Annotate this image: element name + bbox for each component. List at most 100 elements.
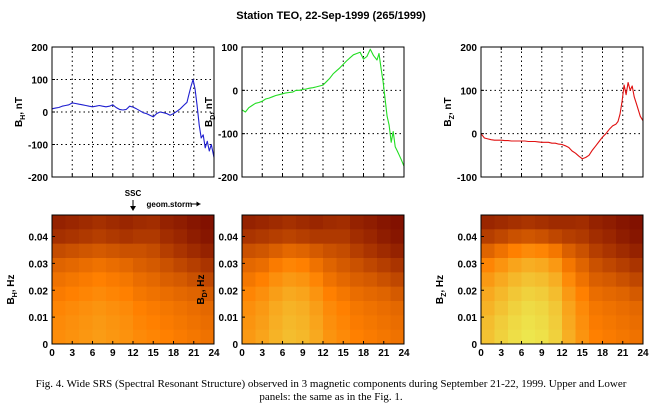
bd-spec-cell: [282, 215, 297, 230]
bz-spec-cell: [521, 301, 536, 316]
bz-spec-cell: [494, 315, 509, 331]
bh-spec-cell: [79, 315, 93, 331]
bz-spec-ytick-label: 0.03: [458, 259, 478, 270]
bz-spec-cell: [535, 329, 549, 345]
bh-spec-cell: [79, 243, 93, 259]
bh-spec-cell: [160, 258, 174, 273]
bd-spec-cell: [363, 258, 378, 273]
storm-label: geom.storm: [147, 200, 193, 209]
bz-spec-cell: [481, 243, 495, 259]
bz-spec-cell: [481, 286, 495, 302]
bz-ytick-label: -100: [457, 173, 477, 184]
bd-spec-xtick-label: 12: [317, 348, 329, 359]
bz-spec-xtick-label: 12: [556, 348, 568, 359]
bz-spec-cell: [508, 301, 522, 316]
bd-spec-cell: [377, 329, 391, 345]
bh-spec-cell: [146, 286, 161, 302]
bz-spec-cell: [494, 243, 509, 259]
bh-spec-cell: [52, 215, 66, 230]
bz-spec-cell: [562, 215, 576, 230]
bh-spec-cell: [79, 286, 93, 302]
bz-spec-cell: [521, 258, 536, 273]
bh-spec-cell: [133, 329, 147, 345]
bz-ylabel-sub: Z: [449, 114, 456, 119]
bz-spec-cell: [508, 215, 522, 230]
bz-spec-cell: [521, 229, 536, 245]
bh-spec-cell: [146, 301, 161, 316]
bd-spec-cell: [269, 229, 283, 245]
bz-spec-cell: [602, 258, 617, 273]
bd-spec-ytick-label: 0: [232, 340, 238, 351]
bz-spec-cell: [575, 286, 590, 302]
bd-spec-cell: [377, 229, 391, 245]
bh-spec-xtick-label: 21: [188, 348, 200, 359]
bh-spec-cell: [187, 315, 201, 331]
bh-spec-cell: [65, 301, 80, 316]
bh-spec-cell: [52, 301, 66, 316]
bz-spec-cell: [616, 329, 630, 345]
bh-spec-xtick-label: 6: [90, 348, 96, 359]
bz-spec-cell: [589, 272, 603, 288]
bd-spec-cell: [350, 243, 364, 259]
bd-spec-cell: [390, 301, 405, 316]
bz-spec-cell: [575, 215, 590, 230]
bh-spec-cell: [160, 215, 174, 230]
bd-spec-cell: [269, 258, 283, 273]
bz-spec-cell: [616, 286, 630, 302]
bd-spec-cell: [390, 258, 405, 273]
bz-spec-ylabel-unit: , Hz: [435, 275, 446, 293]
bz-spec-cell: [481, 229, 495, 245]
bd-spec-cell: [296, 315, 310, 331]
bd-spec-xtick-label: 24: [398, 348, 410, 359]
bz-spec-cell: [629, 329, 644, 345]
bd-spec-cell: [269, 215, 283, 230]
bz-spec-xtick-label: 21: [617, 348, 629, 359]
bh-spec-cell: [146, 243, 161, 259]
bd-spec-cell: [269, 315, 283, 331]
bd-ylabel-unit: , nT: [204, 97, 215, 115]
bd-spec-cell: [255, 229, 270, 245]
bd-spec-xtick-label: 9: [300, 348, 306, 359]
bd-spec-cell: [377, 272, 391, 288]
bh-spec-cell: [119, 229, 134, 245]
bz-spec-cell: [629, 243, 644, 259]
bd-spec-cell: [282, 329, 297, 345]
bz-spec-cell: [494, 329, 509, 345]
bd-spec-cell: [309, 272, 324, 288]
bh-spec-cell: [160, 272, 174, 288]
bd-spec-cell: [296, 272, 310, 288]
bz-spec-cell: [548, 229, 563, 245]
bd-spec-cell: [296, 301, 310, 316]
bd-spec-cell: [242, 315, 256, 331]
bh-spec-ytick-label: 0.02: [29, 286, 49, 297]
bh-spec-cell: [79, 272, 93, 288]
bz-spec-ytick-label: 0.01: [458, 313, 478, 324]
bh-spec-xtick-label: 18: [168, 348, 180, 359]
bz-spec-cell: [629, 215, 644, 230]
bh-spec-cell: [106, 243, 120, 259]
bd-spec-cell: [255, 243, 270, 259]
bh-spec-cell: [79, 301, 93, 316]
bh-spec-cell: [133, 301, 147, 316]
bh-spec-cell: [146, 215, 161, 230]
bz-spec-cell: [562, 243, 576, 259]
bd-spec-cell: [242, 286, 256, 302]
bz-spec-cell: [629, 315, 644, 331]
bh-spec-cell: [160, 315, 174, 331]
bh-spec-cell: [106, 215, 120, 230]
bz-ylabel: BZ, nT: [443, 97, 456, 126]
bz-spec-cell: [548, 215, 563, 230]
bd-series-line: [241, 48, 405, 167]
bd-spec-cell: [350, 215, 364, 230]
bz-spec-ylabel-sub: Z: [441, 292, 448, 297]
bh-spec-cell: [160, 243, 174, 259]
bz-spec-cell: [602, 229, 617, 245]
bz-spec-cell: [616, 215, 630, 230]
bh-spec-ytick-label: 0: [42, 340, 48, 351]
bd-spec-xtick-label: 18: [358, 348, 370, 359]
bh-spec-xtick-label: 15: [148, 348, 160, 359]
bd-spec-cell: [296, 243, 310, 259]
bd-ylabel-sub: D: [210, 115, 217, 120]
bh-spec-cell: [173, 229, 188, 245]
